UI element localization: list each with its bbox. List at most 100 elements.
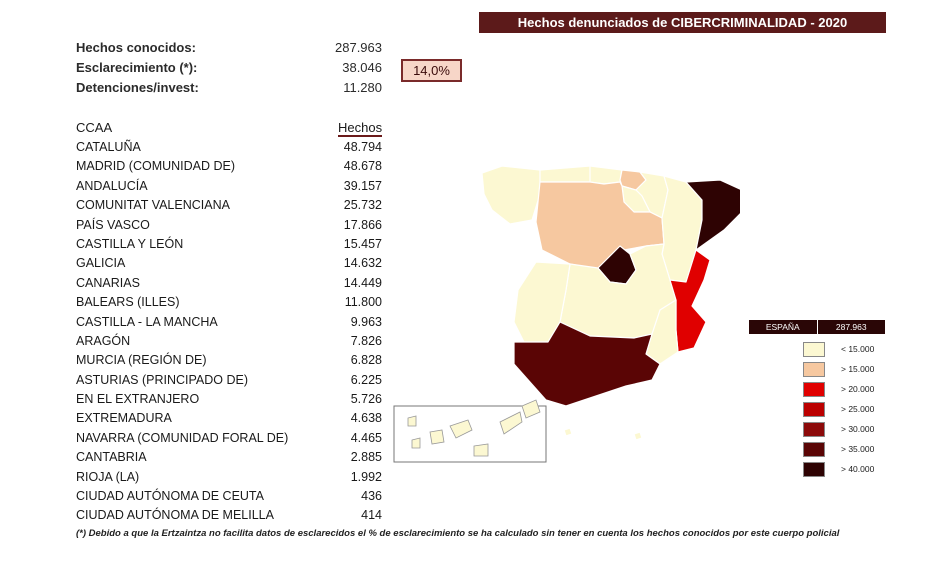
region-name: PAÍS VASCO xyxy=(76,217,150,232)
map-region-canarias xyxy=(407,399,541,457)
esclarecimiento-value: 38.046 xyxy=(342,60,382,75)
region-hechos-value: 414 xyxy=(361,508,382,523)
table-row: COMUNITAT VALENCIANA 25.732 xyxy=(76,196,382,215)
region-name: CANTABRIA xyxy=(76,450,147,465)
region-table: CATALUÑA 48.794 MADRID (COMUNIDAD DE) 48.67… xyxy=(76,138,382,526)
esclarecimiento-percent: 14,0% xyxy=(401,59,462,82)
chart-title: Hechos denunciados de CIBERCRIMINALIDAD … xyxy=(479,12,886,33)
legend-label: > 40.000 xyxy=(841,464,875,474)
region-hechos-value: 6.225 xyxy=(350,372,382,387)
region-hechos-value: 17.866 xyxy=(343,217,382,232)
legend-header-total: 287.963 xyxy=(816,320,886,334)
region-hechos-value: 2.885 xyxy=(350,450,382,465)
region-hechos-value: 48.678 xyxy=(343,159,382,174)
map-region-ceuta xyxy=(563,427,573,437)
region-name: EN EL EXTRANJERO xyxy=(76,392,200,407)
region-name: BALEARS (ILLES) xyxy=(76,295,180,310)
region-hechos-value: 4.638 xyxy=(350,411,382,426)
legend-swatch xyxy=(803,342,825,357)
canarias-inset-frame xyxy=(393,405,547,463)
table-row: CIUDAD AUTÓNOMA DE MELILLA 414 xyxy=(76,506,382,525)
legend-label: > 35.000 xyxy=(841,444,875,454)
table-row: CASTILLA - LA MANCHA 9.963 xyxy=(76,313,382,332)
region-hechos-value: 6.828 xyxy=(350,353,382,368)
conocidos-label: Hechos conocidos: xyxy=(76,40,196,55)
region-hechos-value: 7.826 xyxy=(350,333,382,348)
legend-swatch xyxy=(803,402,825,417)
region-name: CASTILLA - LA MANCHA xyxy=(76,314,218,329)
table-row: CANARIAS 14.449 xyxy=(76,274,382,293)
legend-header: ESPAÑA 287.963 xyxy=(749,320,885,334)
esclarecimiento-label: Esclarecimiento (*): xyxy=(76,60,198,75)
legend-label: > 30.000 xyxy=(841,424,875,434)
column-header-hechos: Hechos xyxy=(338,120,383,137)
region-name: EXTREMADURA xyxy=(76,411,172,426)
region-hechos-value: 39.157 xyxy=(343,178,382,193)
region-name: CASTILLA Y LEÓN xyxy=(76,236,184,251)
region-name: GALICIA xyxy=(76,256,126,271)
region-name: ARAGÓN xyxy=(76,333,131,348)
map-region-cataluna xyxy=(685,179,740,251)
table-row: CATALUÑA 48.794 xyxy=(76,138,382,157)
region-hechos-value: 14.632 xyxy=(343,256,382,271)
table-row: ASTURIAS (PRINCIPADO DE) 6.225 xyxy=(76,371,382,390)
table-row: CIUDAD AUTÓNOMA DE CEUTA 436 xyxy=(76,487,382,506)
region-name: CIUDAD AUTÓNOMA DE CEUTA xyxy=(76,489,264,504)
detenciones-label: Detenciones/invest: xyxy=(76,80,199,95)
table-row: PAÍS VASCO 17.866 xyxy=(76,216,382,235)
region-hechos-value: 436 xyxy=(361,489,382,504)
map-region-cantabria xyxy=(589,165,623,185)
footnote: (*) Debido a que la Ertzaintza no facili… xyxy=(76,528,840,539)
summary-detenciones: Detenciones/invest: 11.280 xyxy=(76,80,382,100)
region-name: CIUDAD AUTÓNOMA DE MELILLA xyxy=(76,508,274,523)
legend: ESPAÑA 287.963 < 15.000 > 15.000 > 20.000 >… xyxy=(749,320,885,477)
summary-conocidos: Hechos conocidos: 287.963 xyxy=(76,40,382,60)
map-region-valencia xyxy=(669,249,711,353)
table-row: ANDALUCÍA 39.157 xyxy=(76,177,382,196)
legend-header-country: ESPAÑA xyxy=(765,322,800,332)
region-name: MURCIA (REGIÓN DE) xyxy=(76,353,207,368)
table-row: GALICIA 14.632 xyxy=(76,254,382,273)
table-row: ARAGÓN 7.826 xyxy=(76,332,382,351)
table-row: CANTABRIA 2.885 xyxy=(76,448,382,467)
detenciones-value: 11.280 xyxy=(343,80,382,95)
table-row: EN EL EXTRANJERO 5.726 xyxy=(76,390,382,409)
region-hechos-value: 15.457 xyxy=(343,236,382,251)
legend-swatch xyxy=(803,442,825,457)
summary-esclarecimiento: Esclarecimiento (*): 38.046 xyxy=(76,60,382,80)
legend-swatch xyxy=(803,462,825,477)
region-hechos-value: 1.992 xyxy=(350,469,382,484)
legend-swatch xyxy=(803,362,825,377)
region-name: CATALUÑA xyxy=(76,140,141,154)
table-row: MADRID (COMUNIDAD DE) 48.678 xyxy=(76,157,382,176)
map-region-melilla xyxy=(633,431,643,441)
region-hechos-value: 48.794 xyxy=(343,140,382,154)
region-hechos-value: 14.449 xyxy=(343,275,382,290)
table-row: EXTREMADURA 4.638 xyxy=(76,409,382,428)
region-name: NAVARRA (COMUNIDAD FORAL DE) xyxy=(76,430,289,445)
region-name: RIOJA (LA) xyxy=(76,469,140,484)
table-row: MURCIA (REGIÓN DE) 6.828 xyxy=(76,351,382,370)
legend-swatch xyxy=(803,422,825,437)
legend-label: > 15.000 xyxy=(841,364,875,374)
region-name: ANDALUCÍA xyxy=(76,178,148,193)
region-hechos-value: 25.732 xyxy=(343,198,382,213)
spain-choropleth-map xyxy=(393,165,740,463)
region-hechos-value: 11.800 xyxy=(344,295,382,310)
legend-label: < 15.000 xyxy=(841,344,875,354)
table-row: BALEARS (ILLES) 11.800 xyxy=(76,293,382,312)
region-name: MADRID (COMUNIDAD DE) xyxy=(76,159,236,174)
table-row: RIOJA (LA) 1.992 xyxy=(76,468,382,487)
region-name: COMUNITAT VALENCIANA xyxy=(76,198,230,213)
region-hechos-value: 9.963 xyxy=(350,314,382,329)
region-hechos-value: 5.726 xyxy=(350,392,382,407)
region-name: ASTURIAS (PRINCIPADO DE) xyxy=(76,372,249,387)
legend-label: > 25.000 xyxy=(841,404,875,414)
legend-swatch xyxy=(803,382,825,397)
table-row: NAVARRA (COMUNIDAD FORAL DE) 4.465 xyxy=(76,429,382,448)
map-region-andalucia xyxy=(513,321,661,407)
region-hechos-value: 4.465 xyxy=(350,430,382,445)
legend-label: > 20.000 xyxy=(841,384,875,394)
conocidos-value: 287.963 xyxy=(335,40,382,55)
column-header-ccaa: CCAA xyxy=(76,120,113,135)
